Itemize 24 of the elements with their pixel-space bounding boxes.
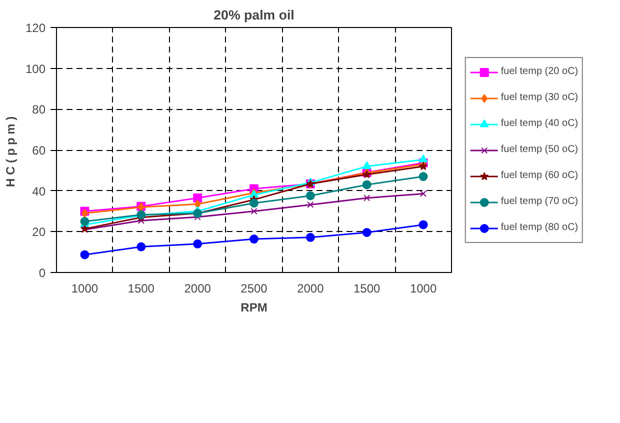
- x-tick-label: 1000: [410, 282, 437, 296]
- chart-title: 20% palm oil: [214, 8, 294, 22]
- x-tick-label: 1500: [128, 282, 155, 296]
- x-tick-label: 2500: [240, 282, 268, 296]
- legend-label: fuel temp (80 oC): [500, 222, 578, 233]
- x-tick-label: 2000: [297, 282, 324, 296]
- legend-label: fuel temp (70 oC): [500, 196, 578, 207]
- legend-label: fuel temp (20 oC): [500, 66, 578, 77]
- x-axis-title: RPM: [240, 300, 268, 314]
- x-tick-label: 1500: [354, 282, 381, 296]
- legend-label: fuel temp (60 oC): [500, 170, 578, 181]
- y-tick-label: 100: [25, 62, 46, 76]
- x-tick-label: 1000: [71, 282, 98, 296]
- y-tick-label: 20: [32, 225, 46, 240]
- x-tick-label: 2000: [184, 282, 212, 296]
- y-tick-label: 80: [32, 102, 46, 117]
- y-tick-label: 60: [32, 144, 46, 158]
- y-axis-title: H C ( p p m ): [3, 116, 18, 187]
- legend-label: fuel temp (40 oC): [500, 118, 578, 129]
- y-tick-label: 0: [38, 266, 46, 280]
- legend-label: fuel temp (50 oC): [500, 144, 578, 155]
- y-tick-label: 40: [32, 184, 46, 198]
- y-tick-label: 120: [25, 21, 46, 35]
- legend-label: fuel temp (30 oC): [500, 92, 578, 103]
